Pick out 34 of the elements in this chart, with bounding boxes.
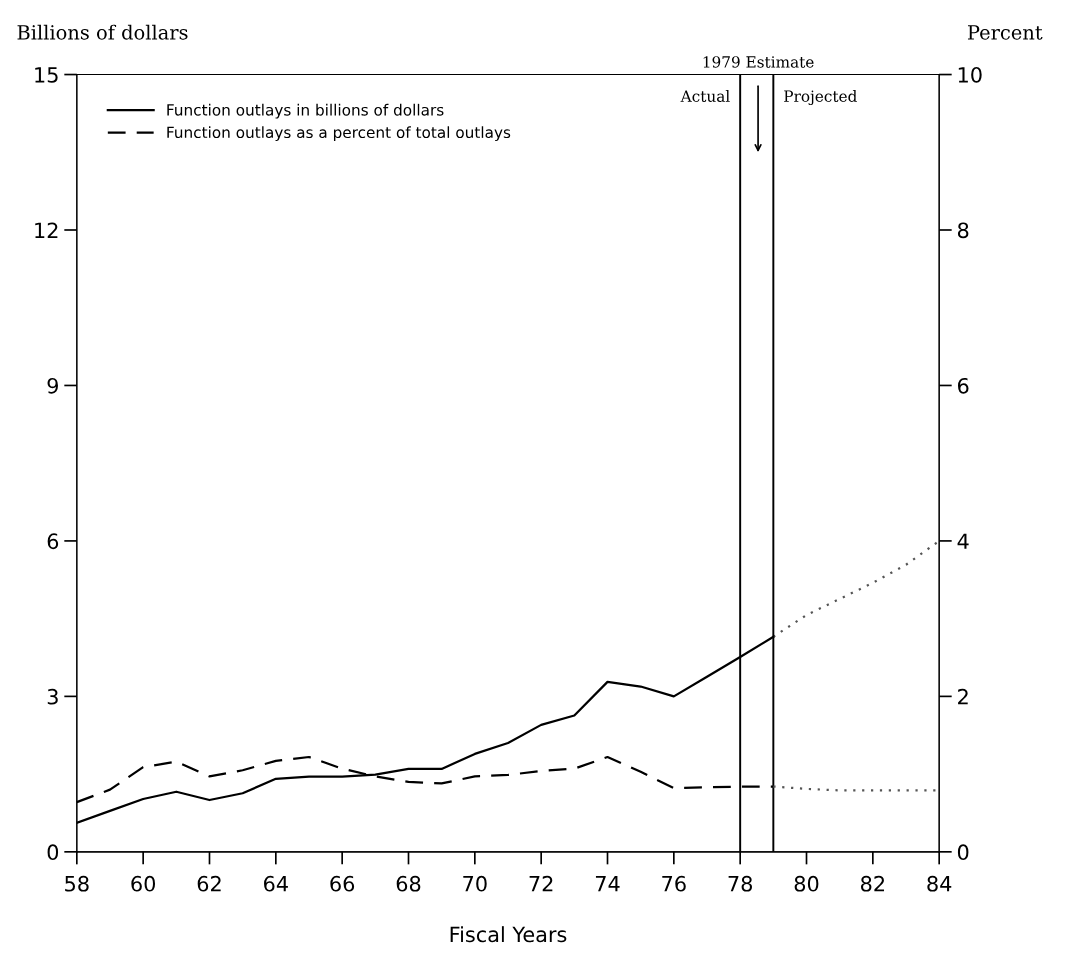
y2-tick-label: 4 <box>957 533 969 549</box>
x-tick-label: 74 <box>595 876 620 892</box>
x-tick-label: 62 <box>197 875 221 892</box>
y2-tick-label: 8 <box>957 222 969 239</box>
x-tick-label: 80 <box>794 875 819 892</box>
y2-tick-label: 2 <box>958 688 968 705</box>
y-tick-label: 12 <box>35 222 58 238</box>
x-tick-label: 66 <box>330 875 355 892</box>
y-axis-title: Billions of dollars <box>17 24 188 40</box>
text: 1979 Estimate <box>703 56 814 68</box>
x-tick-label: 76 <box>662 875 686 892</box>
legend-label: Function outlays as a percent of total outlays <box>167 126 511 142</box>
x-tick-label: 60 <box>131 875 156 892</box>
x-tick-label: 58 <box>65 875 89 892</box>
y-tick-label: 6 <box>47 533 59 550</box>
ref-line-label: Actual <box>680 90 730 102</box>
y2-tick-label: 10 <box>958 66 982 83</box>
x-tick-label: 84 <box>927 875 952 892</box>
y-tick-label: 0 <box>47 844 59 861</box>
x-tick-label: 78 <box>728 875 752 892</box>
y2-tick-label: 6 <box>957 377 969 394</box>
x-tick-label: 72 <box>529 875 553 892</box>
x-axis-title: Fiscal Years <box>450 926 567 943</box>
x-tick-label: 82 <box>861 875 885 892</box>
x-tick-label: 70 <box>463 875 487 892</box>
x-tick-label: 68 <box>396 875 421 892</box>
x-tick-label: 64 <box>264 875 288 892</box>
legend-label: Function outlays in billions of dollars <box>167 103 444 119</box>
y-tick-label: 9 <box>47 377 58 394</box>
y-tick-label: 15 <box>35 67 58 83</box>
y-tick-label: 3 <box>47 688 58 705</box>
ref-line-label: Projected <box>784 90 857 106</box>
y2-tick-label: 0 <box>957 844 969 861</box>
y2-axis-title: Percent <box>967 25 1043 40</box>
